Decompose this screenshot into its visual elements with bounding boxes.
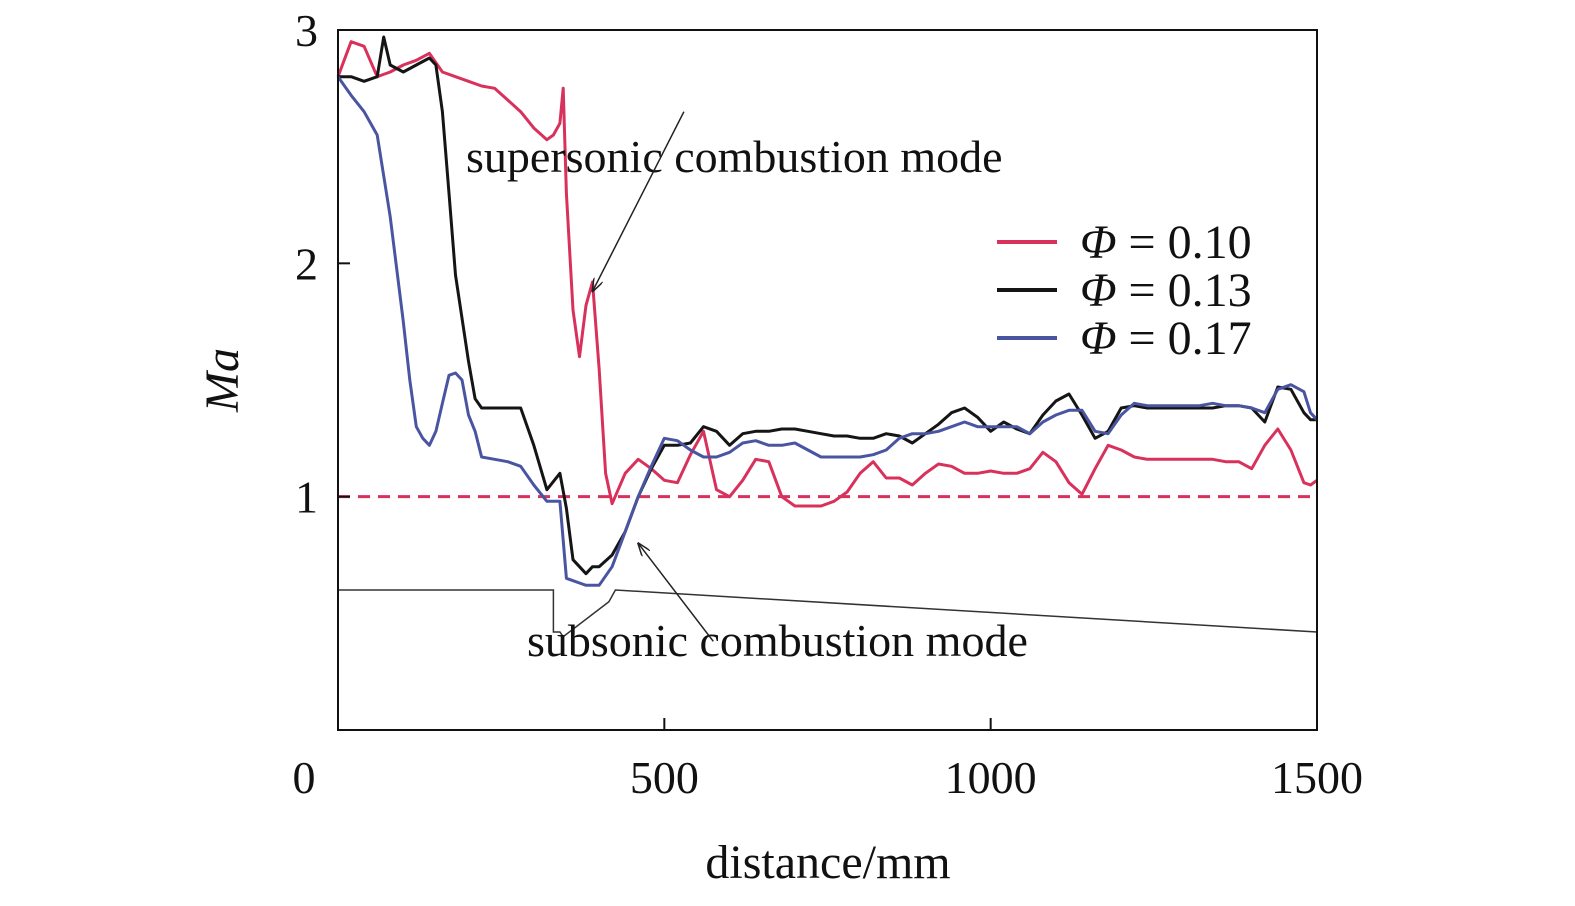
y-tick-label: 3: [295, 5, 318, 56]
geometry-outline-line: [338, 589, 1318, 638]
legend-symbol: Φ: [1080, 216, 1117, 269]
annotation-layer: supersonic combustion mode subsonic combu…: [466, 111, 1028, 666]
x-tick-label: 500: [630, 752, 699, 803]
legend-label-1: Φ = 0.10: [1080, 216, 1252, 269]
y-axis-title: Ma: [196, 348, 249, 413]
legend-symbol: Φ: [1080, 264, 1117, 317]
y-tick-label: 1: [295, 472, 318, 523]
annotation-arrow-1: [593, 111, 685, 292]
tick-layer: 0 500 1000 1500 1 2 3: [293, 5, 1364, 803]
y-tick-label: 2: [295, 238, 318, 289]
x-tick-label: 0: [293, 752, 316, 803]
plot-layer: [336, 35, 1319, 638]
legend: Φ = 0.10Φ = 0.13Φ = 0.17: [997, 216, 1252, 365]
series-line-2: [338, 35, 1317, 576]
legend-value: = 0.17: [1117, 312, 1252, 365]
plot-frame: [337, 29, 1318, 731]
legend-value: = 0.10: [1117, 216, 1252, 269]
x-tick-label: 1000: [945, 752, 1037, 803]
annotation-label-2: subsonic combustion mode: [527, 615, 1028, 666]
series-line-3: [336, 75, 1319, 587]
legend-label-2: Φ = 0.13: [1080, 264, 1252, 317]
legend-symbol: Φ: [1080, 312, 1117, 365]
series-line-1: [336, 40, 1318, 508]
legend-label-3: Φ = 0.17: [1080, 312, 1252, 365]
legend-value: = 0.13: [1117, 264, 1252, 317]
annotation-label-1: supersonic combustion mode: [466, 131, 1003, 182]
annotation-arrow-2: [638, 543, 714, 642]
x-axis-title: distance/mm: [705, 836, 950, 889]
x-tick-label: 1500: [1271, 752, 1363, 803]
